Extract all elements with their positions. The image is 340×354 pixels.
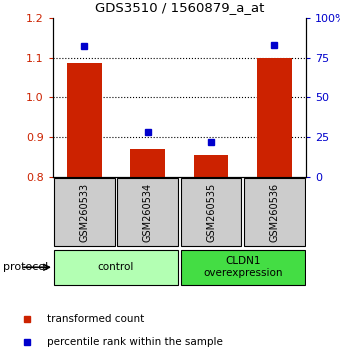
- Text: CLDN1
overexpression: CLDN1 overexpression: [203, 256, 283, 278]
- Bar: [257, 57, 292, 177]
- Text: GSM260533: GSM260533: [79, 183, 89, 242]
- Text: transformed count: transformed count: [47, 314, 144, 325]
- Bar: [181, 178, 241, 246]
- Text: percentile rank within the sample: percentile rank within the sample: [47, 337, 223, 348]
- Bar: [130, 149, 165, 177]
- Bar: [54, 250, 178, 285]
- Title: GDS3510 / 1560879_a_at: GDS3510 / 1560879_a_at: [95, 1, 264, 14]
- Bar: [193, 155, 228, 177]
- Bar: [117, 178, 178, 246]
- Bar: [67, 63, 102, 177]
- Text: GSM260535: GSM260535: [206, 183, 216, 242]
- Bar: [181, 250, 305, 285]
- Text: control: control: [98, 262, 134, 272]
- Text: GSM260536: GSM260536: [269, 183, 279, 242]
- Text: GSM260534: GSM260534: [143, 183, 153, 242]
- Text: protocol: protocol: [3, 262, 49, 272]
- Bar: [244, 178, 305, 246]
- Bar: [54, 178, 115, 246]
